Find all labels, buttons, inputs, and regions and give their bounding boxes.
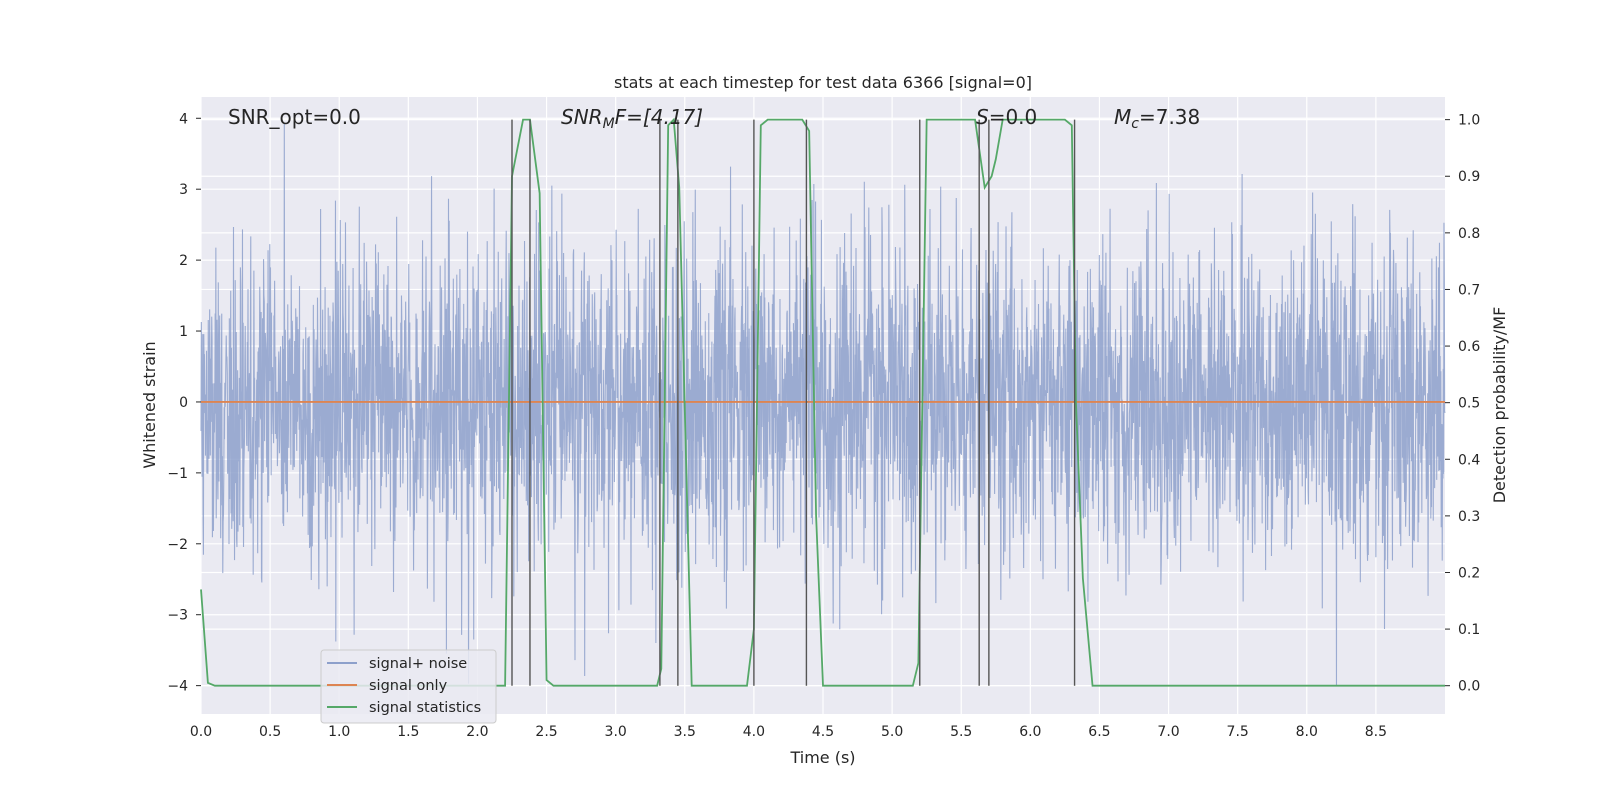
y-axis-left-label: Whitened strain bbox=[140, 341, 159, 468]
annotation-snr-mf-value: F=[4.17] bbox=[615, 105, 703, 129]
y-right-tick-label: 0.1 bbox=[1458, 622, 1480, 638]
y-right-tick-label: 1.0 bbox=[1458, 113, 1480, 129]
legend-label-signal-statistics: signal statistics bbox=[369, 700, 481, 716]
y-left-tick-label: −4 bbox=[167, 679, 188, 695]
y-left-tick-label: −2 bbox=[167, 537, 188, 553]
y-right-tick-label: 0.6 bbox=[1458, 339, 1480, 355]
x-tick-label: 7.0 bbox=[1157, 724, 1179, 740]
legend-label-signal-only: signal only bbox=[369, 678, 448, 694]
y-left-tick-label: 0 bbox=[179, 395, 188, 411]
x-tick-label: 2.5 bbox=[535, 724, 557, 740]
annotation-mc: Mc=7.38 bbox=[1114, 105, 1200, 132]
x-tick-label: 8.5 bbox=[1365, 724, 1387, 740]
annotation-snr-mf-symbol: SNR bbox=[561, 105, 603, 129]
annotation-snr-opt: SNR_opt=0.0 bbox=[228, 105, 361, 129]
y-right-tick-label: 0.2 bbox=[1458, 565, 1480, 581]
y-left-tick-label: 4 bbox=[179, 111, 188, 127]
annotation-s-symbol: S bbox=[976, 105, 989, 129]
chart-title: stats at each timestep for test data 636… bbox=[614, 73, 1032, 92]
tick-labels: 0.0 0.5 1.0 1.5 2.0 2.5 3.0 3.5 4.0 4.5 5.0 5.5 6.0 6… bbox=[167, 111, 1480, 740]
y-left-tick-label: −3 bbox=[167, 608, 188, 624]
x-tick-label: 1.0 bbox=[328, 724, 350, 740]
x-tick-label: 0.0 bbox=[190, 724, 212, 740]
annotation-s-value: =0.0 bbox=[989, 105, 1038, 129]
annotation-snr-mf: SNRMF=[4.17] bbox=[561, 105, 703, 132]
x-tick-label: 0.5 bbox=[259, 724, 281, 740]
y-left-tick-label: −1 bbox=[167, 466, 188, 482]
x-tick-label: 8.0 bbox=[1296, 724, 1318, 740]
y-left-tick-label: 1 bbox=[179, 324, 188, 340]
y-right-tick-label: 0.0 bbox=[1458, 679, 1480, 695]
x-tick-label: 3.0 bbox=[605, 724, 627, 740]
y-right-tick-label: 0.7 bbox=[1458, 282, 1480, 298]
annotation-snr-mf-subscript: M bbox=[603, 116, 615, 132]
y-left-tick-label: 3 bbox=[179, 182, 188, 198]
x-axis-label: Time (s) bbox=[789, 748, 855, 767]
legend: signal+ noise signal only signal statist… bbox=[320, 649, 497, 724]
y-right-tick-label: 0.8 bbox=[1458, 226, 1480, 242]
series-signal-statistics bbox=[200, 117, 1445, 687]
x-tick-label: 5.5 bbox=[950, 724, 972, 740]
y-axis-right-label: Detection probability/MF bbox=[1490, 307, 1509, 504]
x-tick-label: 7.5 bbox=[1227, 724, 1249, 740]
x-tick-label: 6.5 bbox=[1088, 724, 1110, 740]
series-layer bbox=[200, 117, 1446, 687]
vertical-lines bbox=[511, 119, 1076, 686]
y-right-tick-label: 0.9 bbox=[1458, 169, 1480, 185]
x-tick-label: 4.5 bbox=[812, 724, 834, 740]
y-left-tick-label: 2 bbox=[179, 253, 188, 269]
x-tick-label: 2.0 bbox=[466, 724, 488, 740]
annotation-s: S=0.0 bbox=[976, 105, 1037, 129]
y-right-tick-label: 0.4 bbox=[1458, 452, 1480, 468]
annotation-mc-value: =7.38 bbox=[1139, 105, 1200, 129]
legend-label-signal-noise: signal+ noise bbox=[369, 656, 467, 672]
x-tick-label: 5.0 bbox=[881, 724, 903, 740]
y-right-tick-label: 0.5 bbox=[1458, 396, 1480, 412]
legend-frame bbox=[320, 649, 497, 724]
y-right-tick-label: 0.3 bbox=[1458, 509, 1480, 525]
annotation-mc-symbol: M bbox=[1114, 105, 1131, 129]
x-tick-label: 1.5 bbox=[397, 724, 419, 740]
x-tick-label: 3.5 bbox=[674, 724, 696, 740]
x-tick-label: 4.0 bbox=[743, 724, 765, 740]
x-tick-label: 6.0 bbox=[1019, 724, 1041, 740]
series-signal-noise bbox=[200, 122, 1446, 686]
annotation-mc-subscript: c bbox=[1131, 116, 1139, 132]
